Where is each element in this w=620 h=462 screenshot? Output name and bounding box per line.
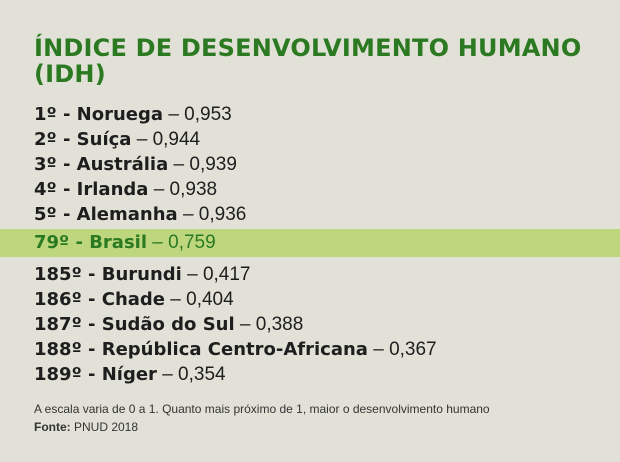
ranking-row-1: 1º - Noruega – 0,953 bbox=[0, 102, 620, 127]
ranking-row-brasil-highlight: 79º - Brasil – 0,759 bbox=[0, 229, 620, 257]
ranking-row-2: 2º - Suíça – 0,944 bbox=[0, 127, 620, 152]
ranking-row-188: 188º - República Centro-Africana – 0,367 bbox=[0, 337, 620, 362]
ranking-country: 185º - Burundi bbox=[34, 264, 182, 285]
ranking-row-3: 3º - Austrália – 0,939 bbox=[0, 152, 620, 177]
ranking-country: 188º - República Centro-Africana bbox=[34, 339, 368, 360]
ranking-row-4: 4º - Irlanda – 0,938 bbox=[0, 177, 620, 202]
ranking-value: – 0,944 bbox=[131, 129, 201, 150]
ranking-value: – 0,759 bbox=[147, 232, 216, 253]
ranking-country: 4º - Irlanda bbox=[34, 179, 149, 200]
ranking-value: – 0,939 bbox=[168, 154, 237, 175]
ranking-value: – 0,953 bbox=[163, 104, 232, 125]
ranking-country: 186º - Chade bbox=[34, 289, 165, 310]
ranking-value: – 0,936 bbox=[177, 204, 247, 225]
ranking-value: – 0,404 bbox=[165, 289, 234, 310]
ranking-row-189: 189º - Níger – 0,354 bbox=[0, 362, 620, 387]
ranking-value: – 0,388 bbox=[234, 314, 304, 335]
source-line: Fonte: PNUD 2018 bbox=[34, 420, 138, 435]
ranking-row-187: 187º - Sudão do Sul – 0,388 bbox=[0, 312, 620, 337]
ranking-country: 79º - Brasil bbox=[34, 232, 148, 253]
ranking-country: 3º - Austrália bbox=[34, 154, 169, 175]
ranking-value: – 0,938 bbox=[148, 179, 218, 200]
ranking-row-5: 5º - Alemanha – 0,936 bbox=[0, 202, 620, 227]
ranking-country: 1º - Noruega bbox=[34, 104, 164, 125]
ranking-value: – 0,354 bbox=[156, 364, 226, 385]
scale-note: A escala varia de 0 a 1. Quanto mais pró… bbox=[34, 402, 490, 416]
ranking-value: – 0,417 bbox=[181, 264, 251, 285]
source-label: Fonte: bbox=[34, 420, 71, 434]
ranking-country: 187º - Sudão do Sul bbox=[34, 314, 235, 335]
ranking-country: 189º - Níger bbox=[34, 364, 157, 385]
page-title: ÍNDICE DE DESENVOLVIMENTO HUMANO (IDH) bbox=[34, 34, 582, 88]
ranking-country: 5º - Alemanha bbox=[34, 204, 178, 225]
ranking-country: 2º - Suíça bbox=[34, 129, 132, 150]
ranking-value: – 0,367 bbox=[367, 339, 437, 360]
ranking-row-185: 185º - Burundi – 0,417 bbox=[0, 262, 620, 287]
ranking-row-186: 186º - Chade – 0,404 bbox=[0, 287, 620, 312]
source-value: PNUD 2018 bbox=[70, 420, 139, 434]
